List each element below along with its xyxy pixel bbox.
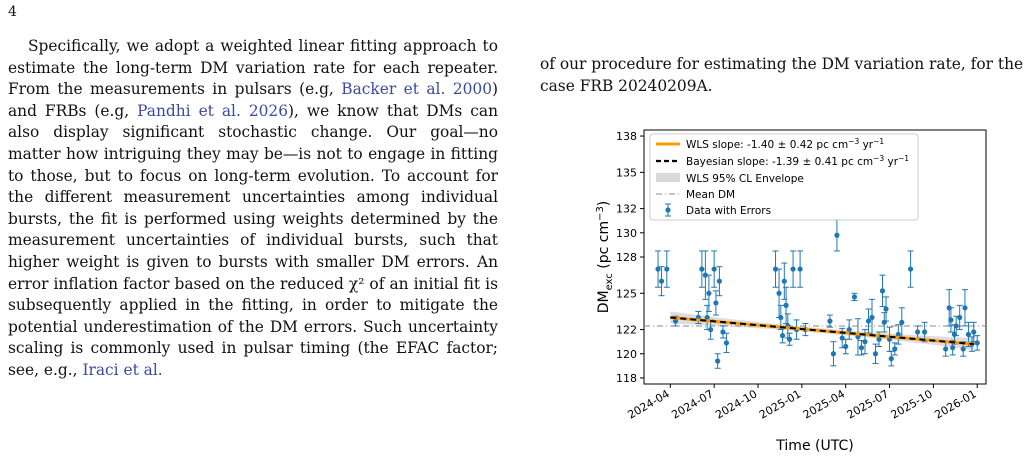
data-point — [658, 266, 665, 297]
data-point — [888, 350, 895, 367]
data-point — [907, 250, 914, 288]
legend-swatch-envelope — [656, 173, 680, 182]
paragraph-text-a: Specifically, we adopt a weighted linear… — [8, 37, 498, 99]
y-tick-label: 135 — [616, 166, 637, 179]
y-tick-label: 125 — [616, 287, 637, 300]
data-point — [719, 325, 726, 339]
page-number: 4 — [8, 4, 17, 20]
data-point — [711, 250, 718, 288]
data-point — [970, 321, 977, 343]
legend-label-envelope: WLS 95% CL Envelope — [686, 173, 804, 185]
data-point — [891, 342, 898, 356]
x-tick-label: 2025-10 — [889, 387, 935, 421]
data-point — [947, 307, 954, 333]
y-tick-label: 122 — [616, 324, 637, 337]
data-point — [723, 332, 730, 354]
x-axis-ticks: 2024-042024-072024-102025-012025-042025-… — [625, 384, 979, 422]
citation-pandhi[interactable]: Pandhi et al. 2026 — [137, 101, 289, 120]
data-point — [956, 304, 963, 331]
y-tick-label: 128 — [616, 251, 637, 264]
data-points — [655, 219, 981, 369]
y-tick-label: 120 — [616, 348, 637, 361]
data-point — [872, 343, 879, 364]
x-tick-label: 2025-01 — [757, 387, 803, 421]
legend-box — [649, 133, 919, 221]
citation-iraci[interactable]: Iraci et al. — [82, 360, 163, 379]
x-tick-label: 2024-07 — [669, 387, 715, 421]
legend-label-bayes: Bayesian slope: -1.39 ± 0.41 pc cm−3 yr−… — [686, 154, 909, 168]
data-point — [655, 250, 662, 288]
data-point — [886, 326, 893, 352]
data-point — [879, 274, 886, 308]
y-tick-label: 130 — [616, 227, 637, 240]
data-point — [883, 296, 890, 322]
citation-backer[interactable]: Backer et al. 2000 — [341, 80, 492, 99]
data-point — [786, 332, 793, 346]
data-point — [702, 250, 709, 300]
data-point — [714, 353, 721, 369]
x-axis-label: Time (UTC) — [775, 438, 853, 454]
data-point — [854, 318, 861, 356]
bayesian-fit-line — [670, 316, 974, 346]
paragraph: Specifically, we adopt a weighted linear… — [8, 36, 498, 382]
legend: WLS slope: -1.40 ± 0.42 pc cm−3 yr−1 Bay… — [649, 133, 919, 221]
data-point — [974, 335, 981, 351]
data-point — [842, 338, 849, 355]
left-text-column: Specifically, we adopt a weighted linear… — [8, 36, 498, 382]
data-point — [797, 250, 804, 288]
data-point — [826, 314, 833, 328]
figure-dm-variation: 118 120 122 125 128 130 132 135 138 2024-04 2024-… — [584, 120, 1004, 460]
data-point — [833, 219, 840, 252]
data-point — [830, 341, 837, 367]
data-point — [869, 298, 875, 337]
data-point — [851, 292, 858, 302]
y-axis-ticks: 118 120 122 125 128 130 132 135 138 — [616, 130, 644, 385]
data-point — [705, 274, 712, 312]
data-point — [781, 262, 788, 300]
legend-label-wls: WLS slope: -1.40 ± 0.42 pc cm−3 yr−1 — [686, 137, 884, 151]
right-text-column: of our procedure for estimating the DM v… — [540, 54, 1030, 97]
data-point — [790, 250, 797, 288]
x-tick-label: 2025-04 — [801, 387, 847, 421]
y-tick-label: 138 — [616, 130, 637, 143]
data-point — [961, 289, 968, 327]
x-tick-label: 2026-01 — [932, 387, 978, 421]
data-point — [663, 250, 670, 288]
legend-label-data: Data with Errors — [686, 205, 771, 217]
x-tick-label: 2025-07 — [845, 387, 891, 421]
data-point — [895, 324, 902, 345]
data-point — [779, 327, 786, 344]
paragraph-text-c: ), we know that DMs can also display sig… — [8, 101, 498, 379]
y-axis-label: DMexc (pc cm−3) — [595, 201, 615, 314]
y-tick-label: 118 — [616, 372, 637, 385]
data-point — [846, 319, 853, 340]
paragraph-continuation: of our procedure for estimating the DM v… — [540, 55, 1024, 95]
legend-label-mean: Mean DM — [686, 189, 735, 201]
data-point — [712, 290, 719, 316]
data-point — [698, 250, 705, 288]
x-tick-label: 2024-10 — [713, 387, 759, 421]
y-tick-label: 132 — [616, 203, 637, 216]
paragraph-text-b: ) and FRBs (e.g, — [8, 80, 499, 120]
x-tick-label: 2024-04 — [625, 387, 671, 421]
data-point — [772, 250, 779, 288]
legend-swatch-errorbar — [665, 203, 671, 217]
data-point — [716, 266, 723, 297]
data-point — [783, 286, 790, 325]
